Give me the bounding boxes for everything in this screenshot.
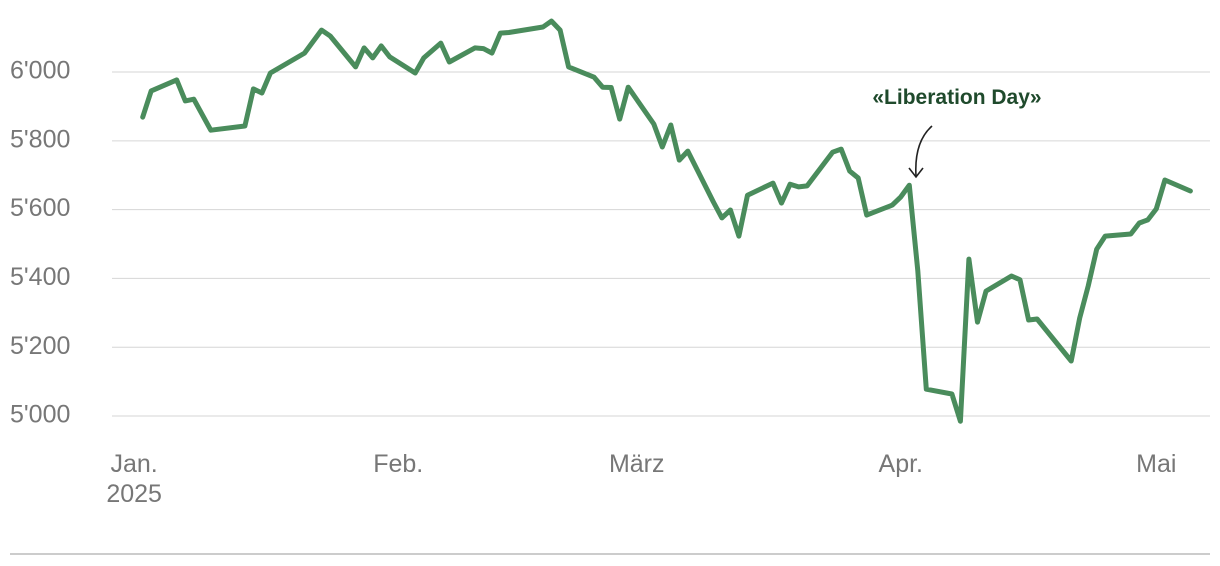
y-tick-label: 5'800 xyxy=(10,125,70,153)
grid: 5'000 5'200 5'400 5'600 5'800 6'000 xyxy=(10,57,1210,429)
x-tick-label: Jan. 2025 xyxy=(106,450,162,508)
x-tick-label: Feb. xyxy=(373,450,424,478)
x-tick-label: März xyxy=(608,450,665,478)
y-tick-label: 5'000 xyxy=(10,401,70,429)
x-tick-label: Apr. xyxy=(878,450,924,478)
y-tick-label: 5'600 xyxy=(10,194,70,222)
y-tick-label: 5'200 xyxy=(10,332,70,360)
y-tick-label: 5'400 xyxy=(10,263,70,291)
plot xyxy=(140,18,1193,424)
y-tick-label: 6'000 xyxy=(10,57,70,85)
annotation-arrowhead xyxy=(908,167,924,179)
annotation: «Liberation Day» xyxy=(872,86,1041,109)
x-tick-label: Mai xyxy=(1136,450,1177,478)
price-line xyxy=(140,18,1193,424)
annotation-arrow xyxy=(915,125,933,177)
